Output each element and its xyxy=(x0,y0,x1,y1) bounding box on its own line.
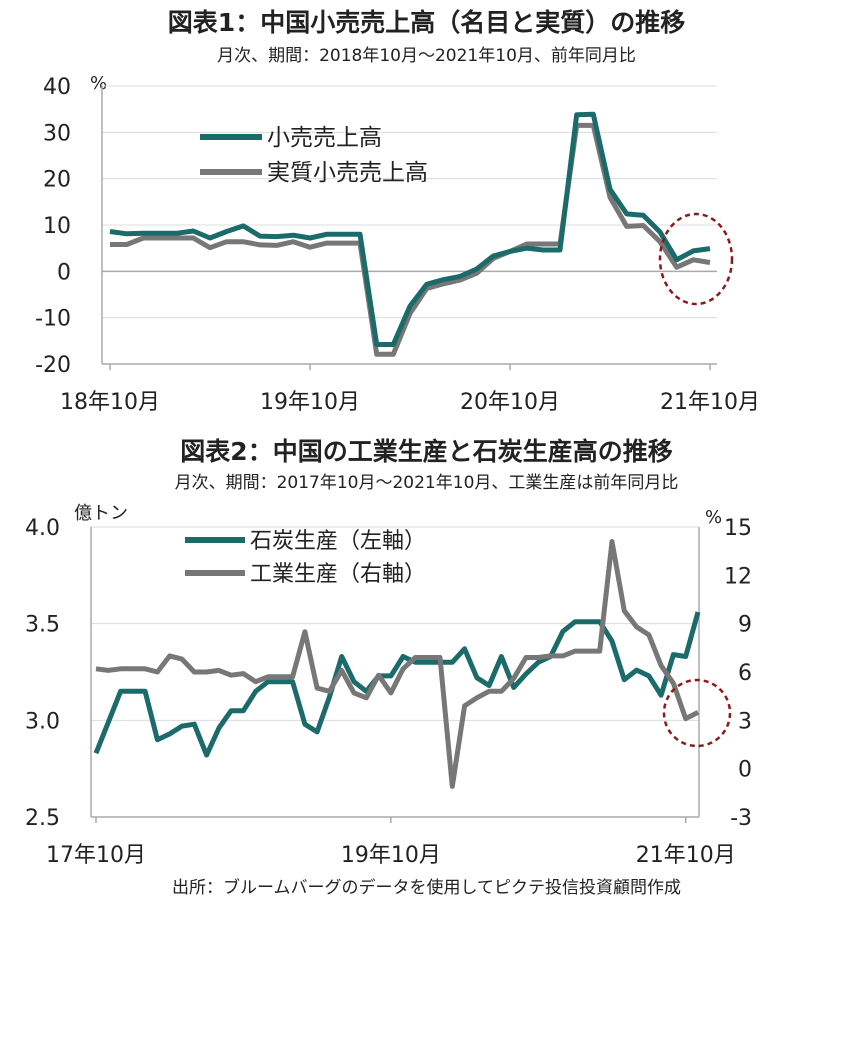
source-note: 出所：ブルームバーグのデータを使用してピクテ投信投資顧問作成 xyxy=(172,878,681,898)
chart2-right-unit-label: % xyxy=(705,507,722,528)
chart2-right-tick-label: -3 xyxy=(730,806,752,831)
chart1-y-tick-label: -10 xyxy=(35,307,71,332)
chart2-right-tick-label: 3 xyxy=(738,709,752,734)
chart1-y-tick-label: 20 xyxy=(43,168,71,193)
chart1-series-retail-line xyxy=(109,111,711,347)
chart1-x-tick-label: 20年10月 xyxy=(460,390,560,415)
chart2-legend-label-industrial: 工業生産（右軸） xyxy=(250,562,426,587)
chart1-legend-label-retail: 小売売上高 xyxy=(267,125,382,151)
chart2-left-unit-label: 億トン xyxy=(74,503,128,524)
chart2-left-tick-label: 3.0 xyxy=(25,709,60,734)
chart2-legend: 石炭生産（左軸） 工業生産（右軸） xyxy=(185,529,426,587)
chart1-highlight-circle xyxy=(658,212,734,306)
chart1-legend: 小売売上高 実質小売売上高 xyxy=(200,125,428,186)
chart2-x-tick-label: 19年10月 xyxy=(341,843,441,868)
chart2-highlight-circle xyxy=(662,678,732,748)
chart1-y-tick-label: 0 xyxy=(57,260,71,285)
chart2-plot: 億トン % 4.0 3.5 3.0 2.5 15 12 9 6 3 0 -3 17年10月 19年1… xyxy=(25,503,752,868)
chart2-right-tick-label: 12 xyxy=(724,564,752,589)
chart2-right-tick-label: 9 xyxy=(738,613,752,638)
chart1-y-tick-label: 10 xyxy=(43,214,71,239)
chart2-left-tick-label: 2.5 xyxy=(25,806,60,831)
chart2-left-tick-label: 3.5 xyxy=(25,613,60,638)
chart2-left-tick-label: 4.0 xyxy=(25,516,60,541)
chart2-series-coal-line xyxy=(93,611,701,758)
chart2-x-tick-label: 21年10月 xyxy=(636,843,736,868)
chart2-right-tick-label: 15 xyxy=(724,516,752,541)
chart2-series-industrial-line xyxy=(95,539,700,789)
chart1-x-tick-label: 21年10月 xyxy=(660,390,760,415)
chart2-legend-label-coal: 石炭生産（左軸） xyxy=(250,529,426,554)
chart1-y-tick-label: -20 xyxy=(35,353,71,378)
chart1-subtitle: 月次、期間：2018年10月～2021年10月、前年同月比 xyxy=(217,46,636,66)
chart1-series-real-line xyxy=(110,122,711,357)
chart2-right-tick-label: 0 xyxy=(738,758,752,783)
chart1-y-tick-label: 40 xyxy=(43,75,71,100)
chart1-title: 図表1：中国小売売上高（名目と実質）の推移 xyxy=(167,8,686,37)
chart1-y-tick-label: 30 xyxy=(43,121,71,146)
chart1-x-tick-label: 19年10月 xyxy=(260,390,360,415)
chart2-subtitle: 月次、期間：2017年10月～2021年10月、工業生産は前年同月比 xyxy=(174,473,679,493)
chart1-unit-label: % xyxy=(90,73,107,94)
chart2-right-tick-label: 6 xyxy=(738,661,752,686)
chart1-x-tick-label: 18年10月 xyxy=(60,390,160,415)
chart2-x-tick-label: 17年10月 xyxy=(46,843,146,868)
chart1-plot: % 40 30 20 10 0 -10 -20 18年10月 19年10月 20年10月 21年1… xyxy=(35,73,760,415)
chart2-title: 図表2：中国の工業生産と石炭生産高の推移 xyxy=(180,437,673,466)
chart1-legend-label-real: 実質小売売上高 xyxy=(267,160,428,186)
